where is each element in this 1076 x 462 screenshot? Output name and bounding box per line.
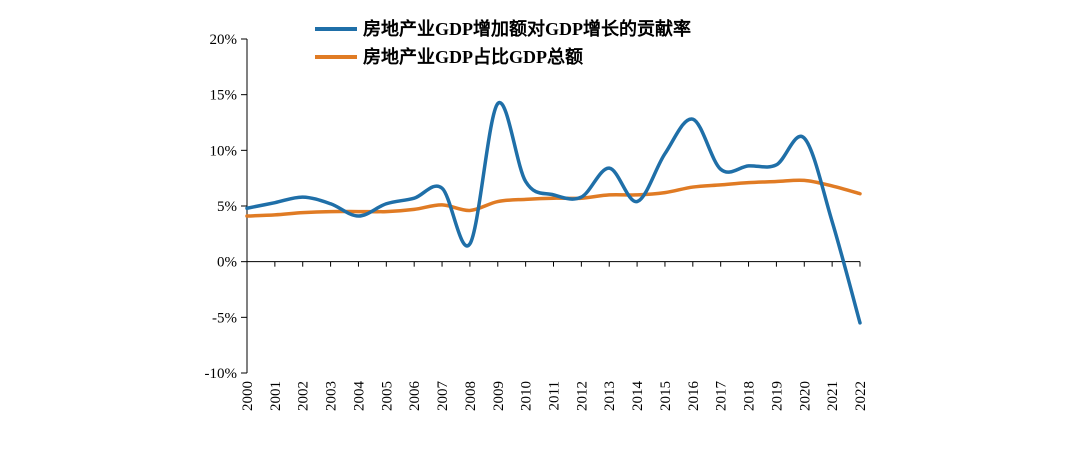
x-tick-label: 2007 [435, 381, 451, 412]
x-tick-label: 2004 [351, 381, 367, 412]
x-tick-label: 2015 [658, 381, 674, 411]
x-tick-label: 2016 [686, 381, 702, 412]
x-tick-label: 2021 [825, 381, 841, 411]
x-tick-label: 2009 [491, 381, 507, 411]
x-tick-label: 2000 [240, 381, 256, 411]
x-tick-label: 2008 [463, 381, 479, 411]
x-tick-label: 2006 [407, 381, 423, 412]
x-tick-label: 2017 [714, 381, 730, 412]
x-tick-label: 2003 [324, 381, 340, 411]
legend-label-0: 房地产业GDP增加额对GDP增长的贡献率 [363, 18, 691, 39]
y-tick-label: 20% [210, 32, 238, 48]
legend-label-1: 房地产业GDP占比GDP总额 [363, 46, 583, 67]
x-tick-label: 2011 [547, 381, 563, 410]
series-line-0 [245, 100, 862, 325]
y-tick-label: 0% [217, 255, 237, 271]
x-tick-label: 2019 [769, 381, 785, 411]
series-lines [245, 100, 862, 325]
y-tick-label: 15% [210, 88, 238, 104]
y-tick-label: -5% [212, 310, 237, 326]
x-tick-label: 2010 [519, 381, 535, 411]
y-tick-label: 5% [217, 199, 237, 215]
x-tick-label: 2001 [268, 381, 284, 411]
x-tick-label: 2020 [797, 381, 813, 411]
x-tick-label: 2005 [379, 381, 395, 411]
y-axis-ticks: -10% -5% 0% 5% 10% 15% 20% [205, 32, 247, 382]
x-tick-label: 2013 [602, 381, 618, 411]
x-tick-label: 2014 [630, 381, 646, 412]
x-tick-label: 2022 [853, 381, 869, 411]
series-line-1 [245, 178, 862, 218]
x-tick-label: 2018 [742, 381, 758, 411]
x-axis-ticks: 2000 2001 2002 2003 2004 2005 2006 2007 2008 2009… [240, 261, 869, 412]
x-tick-label: 2012 [574, 381, 590, 411]
x-tick-label: 2002 [296, 381, 312, 411]
y-tick-label: 10% [210, 143, 238, 159]
y-tick-label: -10% [205, 366, 238, 382]
